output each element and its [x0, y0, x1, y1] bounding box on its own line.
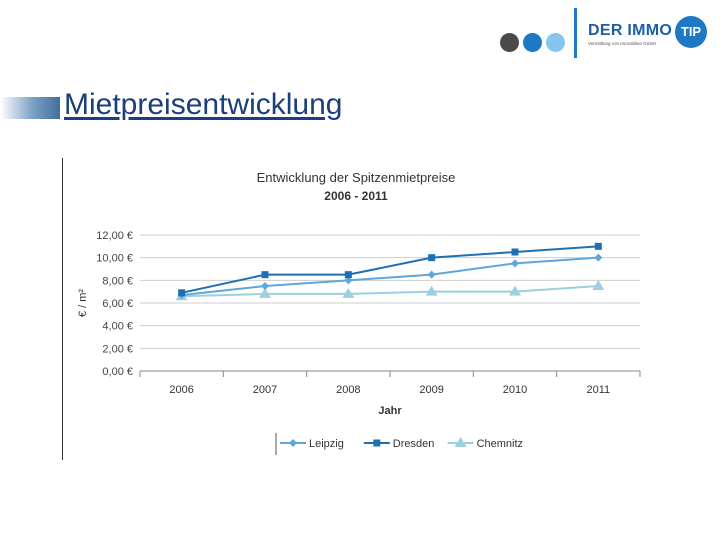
- chart-subtitle: 2006 - 2011: [324, 189, 388, 203]
- data-point-dresden: [178, 289, 186, 297]
- y-axis-title: € / m²: [77, 289, 89, 317]
- title-accent-bar: [0, 97, 60, 119]
- logo-brand-text: DER IMMO: [588, 22, 673, 39]
- data-point-leipzig: [344, 276, 353, 285]
- series-line-dresden: [181, 245, 599, 294]
- company-logo: DER IMMO TIP Vermittlung von Immobilien …: [498, 8, 708, 58]
- legend-marker-dresden: [373, 439, 381, 447]
- series-line-leipzig: [181, 256, 599, 297]
- data-point-chemnitz: [425, 285, 438, 296]
- y-tick-label: 8,00 €: [102, 275, 133, 287]
- data-point-dresden: [511, 248, 519, 256]
- x-tick-label: 2008: [336, 384, 360, 396]
- y-tick-label: 6,00 €: [102, 298, 133, 310]
- data-point-leipzig: [594, 253, 603, 262]
- series-line-chemnitz: [181, 285, 599, 298]
- legend-label-chemnitz: Chemnitz: [477, 438, 523, 450]
- chart-title: Entwicklung der Spitzenmietpreise: [257, 170, 456, 185]
- data-point-chemnitz: [592, 280, 605, 290]
- logo-tagline: Vermittlung von Immobilien GmbH: [588, 41, 657, 46]
- x-axis-title: Jahr: [378, 405, 402, 417]
- y-tick-label: 0,00 €: [102, 366, 133, 378]
- data-point-dresden: [594, 242, 602, 250]
- legend-marker-chemnitz: [454, 437, 467, 447]
- y-tick-label: 10,00 €: [96, 253, 133, 265]
- legend-label-dresden: Dresden: [393, 438, 435, 450]
- logo-badge: TIP: [675, 16, 707, 48]
- data-point-dresden: [261, 271, 269, 279]
- data-point-leipzig: [261, 282, 269, 290]
- logo-dot-dark: [500, 33, 519, 52]
- page-title: Mietpreisentwicklung: [64, 88, 343, 121]
- y-tick-label: 4,00 €: [102, 321, 133, 333]
- data-point-leipzig: [511, 259, 519, 268]
- data-point-dresden: [428, 254, 436, 262]
- x-tick-label: 2011: [587, 384, 611, 396]
- data-point-chemnitz: [342, 287, 355, 298]
- data-point-chemnitz: [509, 285, 521, 296]
- x-tick-label: 2006: [169, 384, 193, 396]
- y-tick-label: 2,00 €: [102, 343, 133, 355]
- left-divider-line: [62, 158, 63, 460]
- data-point-chemnitz: [259, 287, 271, 298]
- x-tick-label: 2007: [253, 384, 277, 396]
- data-point-dresden: [344, 271, 352, 279]
- y-tick-label: 12,00 €: [96, 230, 133, 242]
- legend-marker-leipzig: [289, 439, 297, 447]
- chart-background: [70, 155, 640, 460]
- x-tick-label: 2009: [419, 384, 443, 396]
- x-tick-label: 2010: [503, 384, 527, 396]
- logo-dot-light: [546, 33, 565, 52]
- logo-divider: [574, 8, 577, 58]
- logo-dot-blue: [523, 33, 542, 52]
- data-point-leipzig: [427, 270, 436, 279]
- legend-label-leipzig: Leipzig: [309, 438, 344, 450]
